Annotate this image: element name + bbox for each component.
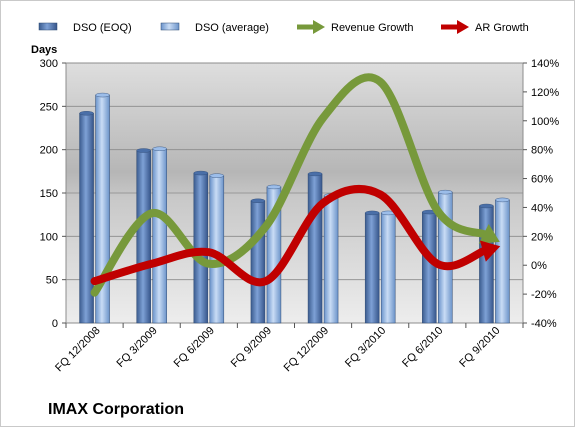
- y2-tick-label: -20%: [531, 289, 557, 301]
- y-tick-label: 150: [40, 188, 58, 200]
- y-tick-label: 100: [40, 231, 58, 243]
- legend: DSO (EOQ) DSO (average) Revenue Growth AR G…: [38, 20, 529, 34]
- growth-lines: [90, 73, 501, 297]
- bar-dso-average: [380, 212, 396, 324]
- bar-cap: [250, 198, 266, 204]
- y-tick-label: 50: [46, 275, 58, 287]
- line-revenue-growth: [90, 73, 490, 297]
- bar-cap: [95, 92, 110, 98]
- legend-swatch: [160, 22, 180, 31]
- bar-dso-eoq: [364, 212, 380, 324]
- x-tick-label: FQ 9/2009: [229, 325, 274, 370]
- x-tick-label: FQ 3/2009: [115, 325, 160, 370]
- legend-label: DSO (average): [195, 22, 269, 34]
- bar-cap: [364, 210, 380, 216]
- x-tick-label: FQ 12/2009: [282, 325, 332, 375]
- legend-arrowhead: [457, 20, 469, 34]
- y-axis-label: Days: [31, 44, 57, 56]
- bar-dso-average: [323, 195, 339, 324]
- bar-dso-eoq: [479, 205, 494, 324]
- bar-dso-eoq: [136, 150, 151, 324]
- y2-tick-label: 60%: [531, 174, 553, 186]
- x-axis-ticks: FQ 12/2008 FQ 3/2009 FQ 6/2009 FQ 9/2009 FQ …: [53, 323, 524, 375]
- legend-arrowhead: [313, 20, 325, 34]
- bar-cap: [479, 203, 494, 209]
- x-tick-label: FQ 6/2009: [172, 325, 217, 370]
- bar-cap: [136, 148, 151, 153]
- left-axis-ticks: 0 50 100 150 200 250 300: [40, 58, 66, 330]
- arrowhead-ar-growth: [479, 240, 501, 262]
- legend-label: DSO (EOQ): [73, 22, 132, 34]
- bar-cap: [307, 171, 323, 177]
- bar-cap: [438, 189, 453, 195]
- right-axis-ticks: -40% -20% 0% 20% 40% 60% 80% 100% 120% 140%: [523, 58, 559, 330]
- bar-cap: [209, 173, 225, 178]
- y2-tick-label: 20%: [531, 231, 553, 243]
- bar-cap: [152, 146, 167, 152]
- y-tick-label: 200: [40, 145, 58, 157]
- bar-dso-eoq: [307, 173, 323, 324]
- bar-cap: [495, 197, 510, 203]
- x-tick-label: FQ 9/2010: [457, 325, 502, 370]
- bar-cap: [266, 184, 282, 190]
- x-tick-label: FQ 6/2010: [400, 325, 445, 370]
- y2-tick-label: 40%: [531, 202, 553, 214]
- y2-tick-label: 0%: [531, 260, 547, 272]
- x-tick-label: FQ 12/2008: [53, 325, 103, 375]
- y-tick-label: 0: [52, 318, 58, 330]
- legend-swatch: [38, 22, 58, 31]
- legend-label: AR Growth: [475, 22, 529, 34]
- legend-label: Revenue Growth: [331, 22, 414, 34]
- bar-dso-eoq: [422, 211, 437, 324]
- bar-dso-average: [152, 148, 167, 324]
- arrowhead-revenue-growth: [478, 223, 500, 244]
- bar-dso-average: [495, 199, 510, 324]
- line-ar-growth: [90, 184, 489, 287]
- bar-cap: [193, 170, 209, 176]
- y-tick-label: 300: [40, 58, 58, 70]
- y2-tick-label: 120%: [531, 87, 559, 99]
- bar-group: [79, 92, 510, 324]
- y2-tick-label: 80%: [531, 145, 553, 157]
- bar-cap: [79, 111, 94, 116]
- y2-tick-label: 140%: [531, 58, 559, 70]
- company-name: IMAX Corporation: [48, 401, 184, 418]
- y-tick-label: 250: [40, 101, 58, 113]
- y2-tick-label: 100%: [531, 116, 559, 128]
- x-tick-label: FQ 3/2010: [343, 325, 388, 370]
- bar-dso-eoq: [250, 200, 266, 324]
- y2-tick-label: -40%: [531, 318, 557, 330]
